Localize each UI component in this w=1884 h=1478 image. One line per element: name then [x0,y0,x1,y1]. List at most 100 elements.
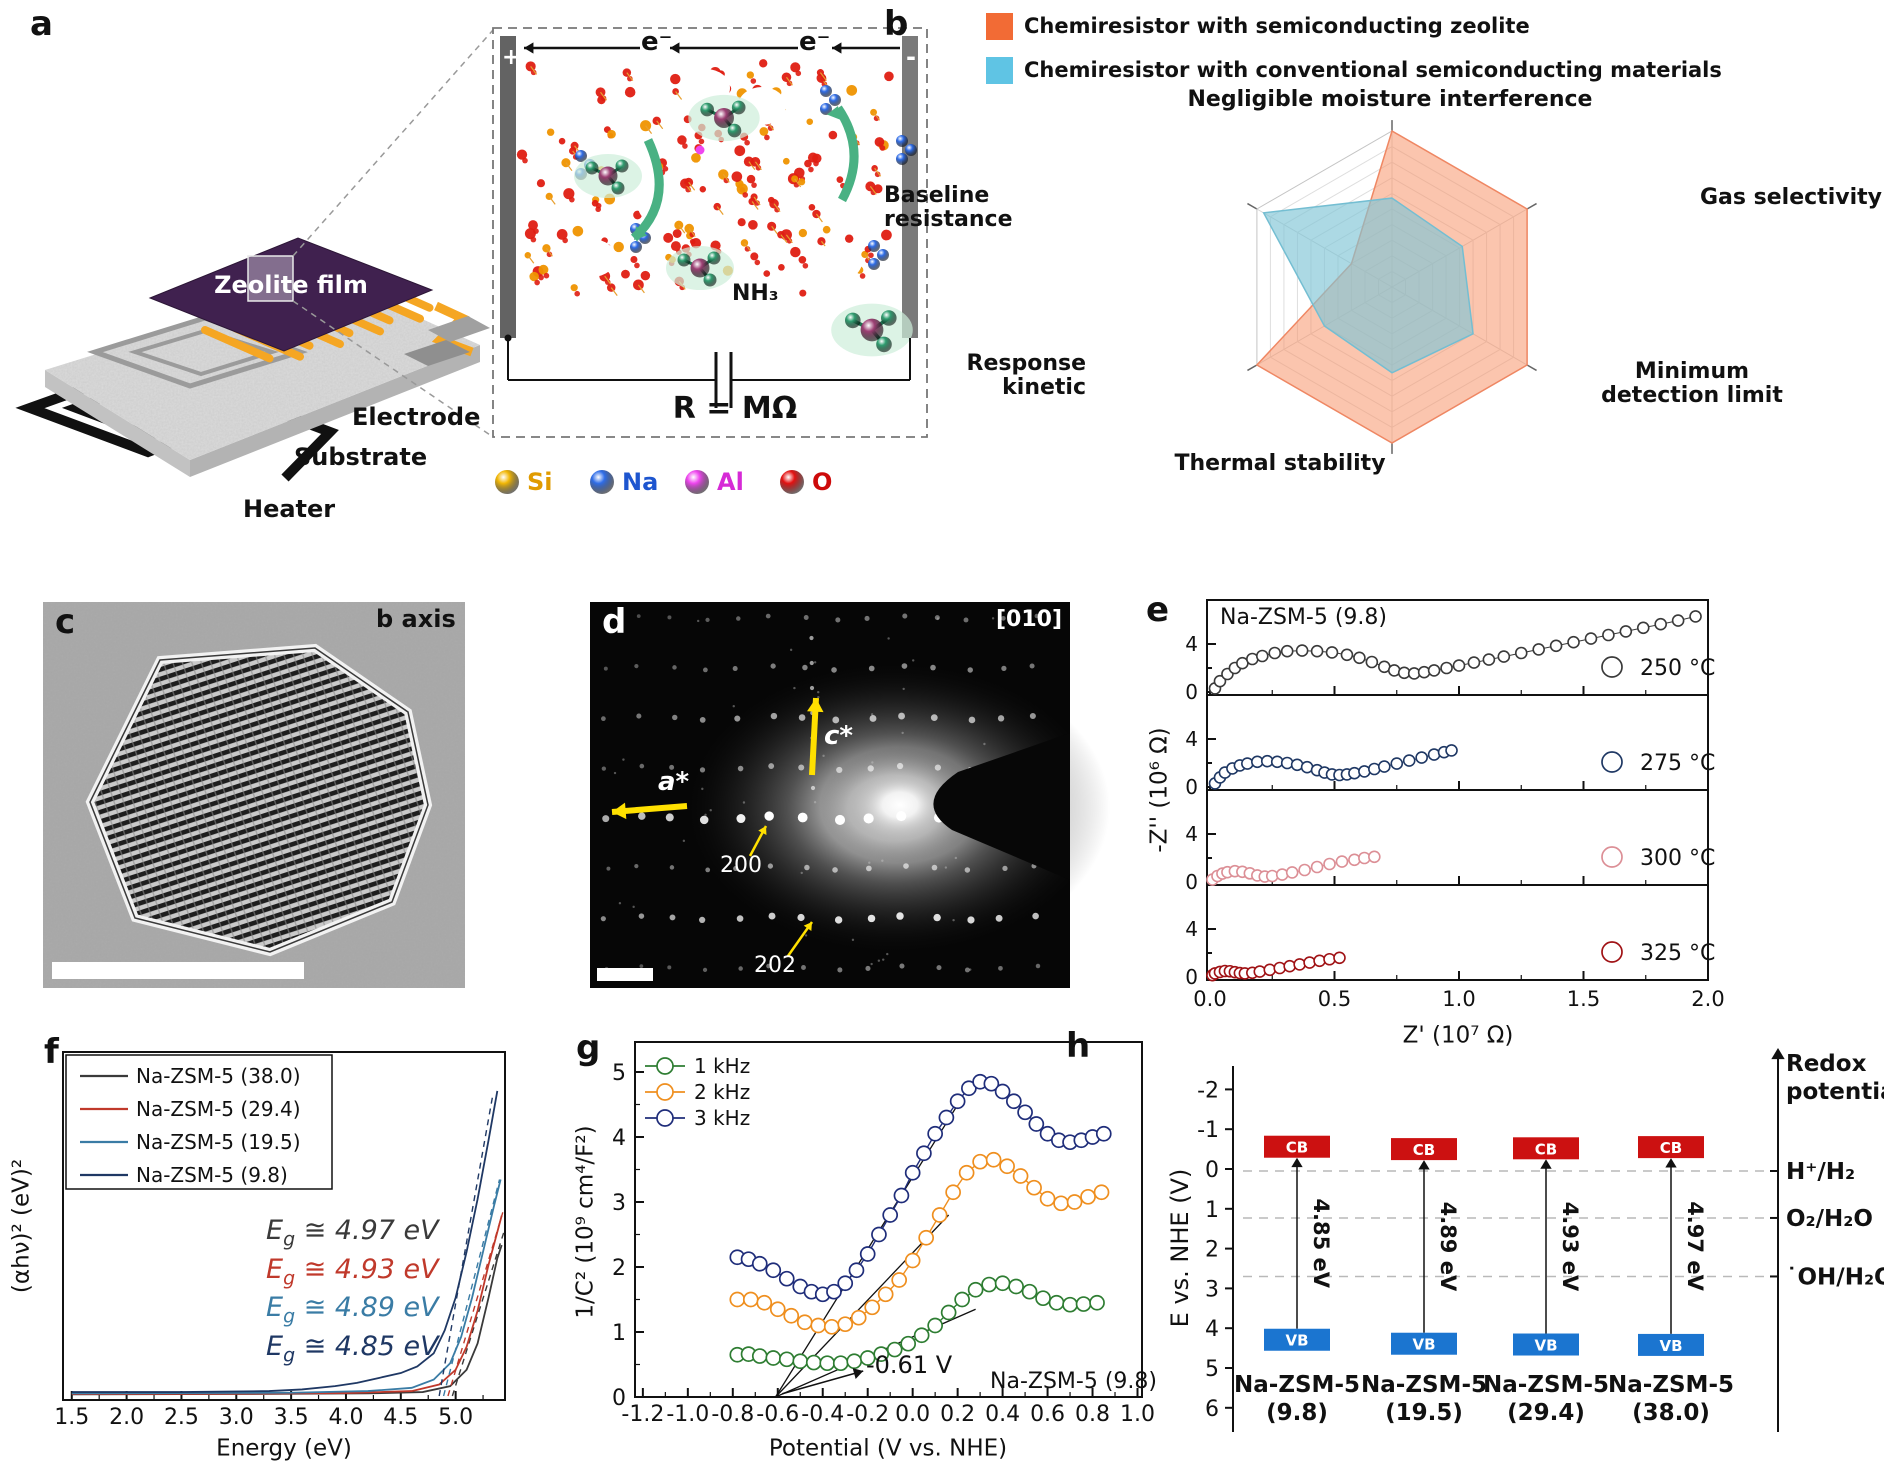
f-xtick: 2.0 [109,1405,144,1430]
radar-chart [1247,120,1537,454]
g-xtick: 0.4 [985,1402,1020,1427]
g-legend-label: 3 kHz [694,1106,750,1130]
e-xtick: 1.0 [1442,987,1475,1011]
g-ytick: 2 [612,1256,626,1281]
nh3-molecule [688,94,760,142]
radar-axis-2: Minimum detection limit [1601,359,1783,409]
vb-box-label: VB [1659,1337,1682,1355]
panel-g-letter: g [576,1028,601,1068]
panel-e-letter: e [1146,590,1170,630]
heater-label: Heater [243,495,336,523]
e-ytick: 4 [1185,632,1198,656]
redox-level-label: H⁺/H₂ [1786,1159,1855,1185]
g-ytick: 1 [612,1321,626,1346]
flat-band-annotation: -0.61 V [866,1351,953,1379]
h-ytick: 1 [1205,1198,1219,1223]
band-gap-annotation-3: Eg ≅ 4.85 eV [266,1330,439,1366]
nyquist-stack: 0 4 250 °C 0 4 275 °C 0 4 300 °C 0 4 325 °C 0.0 0.5 1.… [1185,599,1725,1011]
nyquist-xlabel: Z' (10⁷ Ω) [1402,1022,1514,1049]
band-gap-annotation-1: Eg ≅ 4.93 eV [266,1253,439,1289]
g-xtick: -0.8 [711,1402,754,1427]
nh3-molecule [666,246,734,290]
e-temp-label: 300 °C [1640,846,1715,871]
h-sample-name: Na-ZSM-5 [1608,1372,1734,1398]
nyquist-ylabel: -Z'' (10⁶ Ω) [1146,727,1173,853]
h-ytick: 5 [1205,1357,1219,1382]
reflection-202-label: 202 [754,953,796,978]
band-diagram: -2 -1 0 1 2 3 4 5 6 H⁺/H₂ O₂/H₂O ˙OH/H₂O CB VB 4.85 eV… [1197,1048,1884,1432]
legend-label-conventional: Chemiresistor with conventional semicond… [1024,58,1722,82]
b-axis-label: b axis [376,605,456,633]
h-ytick: 3 [1205,1277,1219,1302]
legend-swatch-zeolite [986,13,1013,40]
e-ytick: 4 [1185,917,1198,941]
f-legend-label: Na-ZSM-5 (19.5) [136,1130,301,1154]
g-ytick: 0 [612,1386,626,1411]
mott-xlabel: Potential (V vs. NHE) [768,1435,1008,1462]
tauc-ylabel: (αhν)² (eV)² [8,1158,35,1294]
g-legend-label: 2 kHz [694,1080,750,1104]
g-ytick: 3 [612,1191,626,1216]
e-ytick: 0 [1185,680,1198,704]
bands-ylabel: E vs. NHE (V) [1165,1168,1194,1328]
f-xtick: 1.5 [54,1405,89,1430]
h-sample-ratio: (29.4) [1507,1400,1585,1426]
electrode-label: Electrode [352,403,481,431]
mott-sample-label: Na-ZSM-5 (9.8) [990,1369,1157,1394]
e-ytick: 0 [1185,870,1198,894]
cb-box-label: CB [1535,1140,1557,1158]
saed-pattern [590,602,1110,988]
redox-level-label: O₂/H₂O [1786,1206,1873,1232]
zeolite-film-label: Zeolite film [214,271,368,299]
e-temp-label: 250 °C [1640,656,1715,681]
plus-electrode-sign: + [502,45,521,70]
radar-axis-5: Baseline resistance [884,183,1013,233]
legend-swatch-conventional [986,57,1013,84]
legend-label-zeolite: Chemiresistor with semiconducting zeolit… [1024,14,1530,38]
f-xtick: 3.0 [219,1405,254,1430]
tauc-plot: 1.5 2.0 2.5 3.0 3.5 4.0 4.5 5.0 Na-ZSM-5 (38.0) N… [54,1051,506,1430]
e-xtick: 0.5 [1318,987,1351,1011]
gap-label: 4.89 eV [1436,1202,1460,1292]
gap-label: 4.97 eV [1683,1201,1707,1291]
f-legend-label: Na-ZSM-5 (9.8) [136,1163,288,1187]
f-xtick: 2.5 [164,1405,199,1430]
zeolite-framework-art [516,59,917,297]
f-legend-label: Na-ZSM-5 (38.0) [136,1064,301,1088]
h-ytick: 6 [1205,1397,1219,1422]
c-star-label: c* [824,721,854,751]
f-xtick: 5.0 [438,1405,473,1430]
e-temp-label: 325 °C [1640,941,1715,966]
vb-box-label: VB [1285,1332,1308,1350]
g-ytick: 4 [612,1126,626,1151]
gap-label: 4.93 eV [1558,1202,1582,1292]
ammonia-label: NH₃ [732,281,779,306]
radar-axis-4: Response kinetic [966,351,1087,401]
h-ytick: -2 [1197,1078,1219,1103]
g-legend-label: 1 kHz [694,1054,750,1078]
resistance-label: R = MΩ [672,391,798,426]
radar-axis-3: Thermal stability [1174,451,1386,476]
band-gap-annotation-0: Eg ≅ 4.97 eV [266,1215,439,1251]
gap-label: 4.85 eV [1309,1198,1333,1288]
e-ytick: 0 [1185,965,1198,989]
nh3-molecule [574,154,642,198]
vb-box-label: VB [1412,1336,1435,1354]
substrate-label: Substrate [294,443,428,471]
redox-title-line1: Redox [1786,1051,1867,1077]
band-gap-annotation-2: Eg ≅ 4.89 eV [266,1292,439,1328]
h-ytick: 4 [1205,1317,1219,1342]
redox-level-label: ˙OH/H₂O [1786,1264,1884,1290]
electron-label-2: e⁻ [799,27,831,57]
g-xtick: -0.2 [846,1402,889,1427]
e-ytick: 4 [1185,727,1198,751]
nh3-molecule [831,303,913,357]
atom-legend-label-Na: Na [622,468,659,496]
h-sample-name: Na-ZSM-5 [1361,1372,1487,1398]
e-xtick: 1.5 [1567,987,1600,1011]
h-sample-ratio: (9.8) [1266,1400,1328,1426]
h-ytick: 2 [1205,1238,1219,1263]
panel-a-inset [492,27,928,438]
g-xtick: -1.2 [621,1402,664,1427]
panel-d-letter: d [602,602,627,642]
